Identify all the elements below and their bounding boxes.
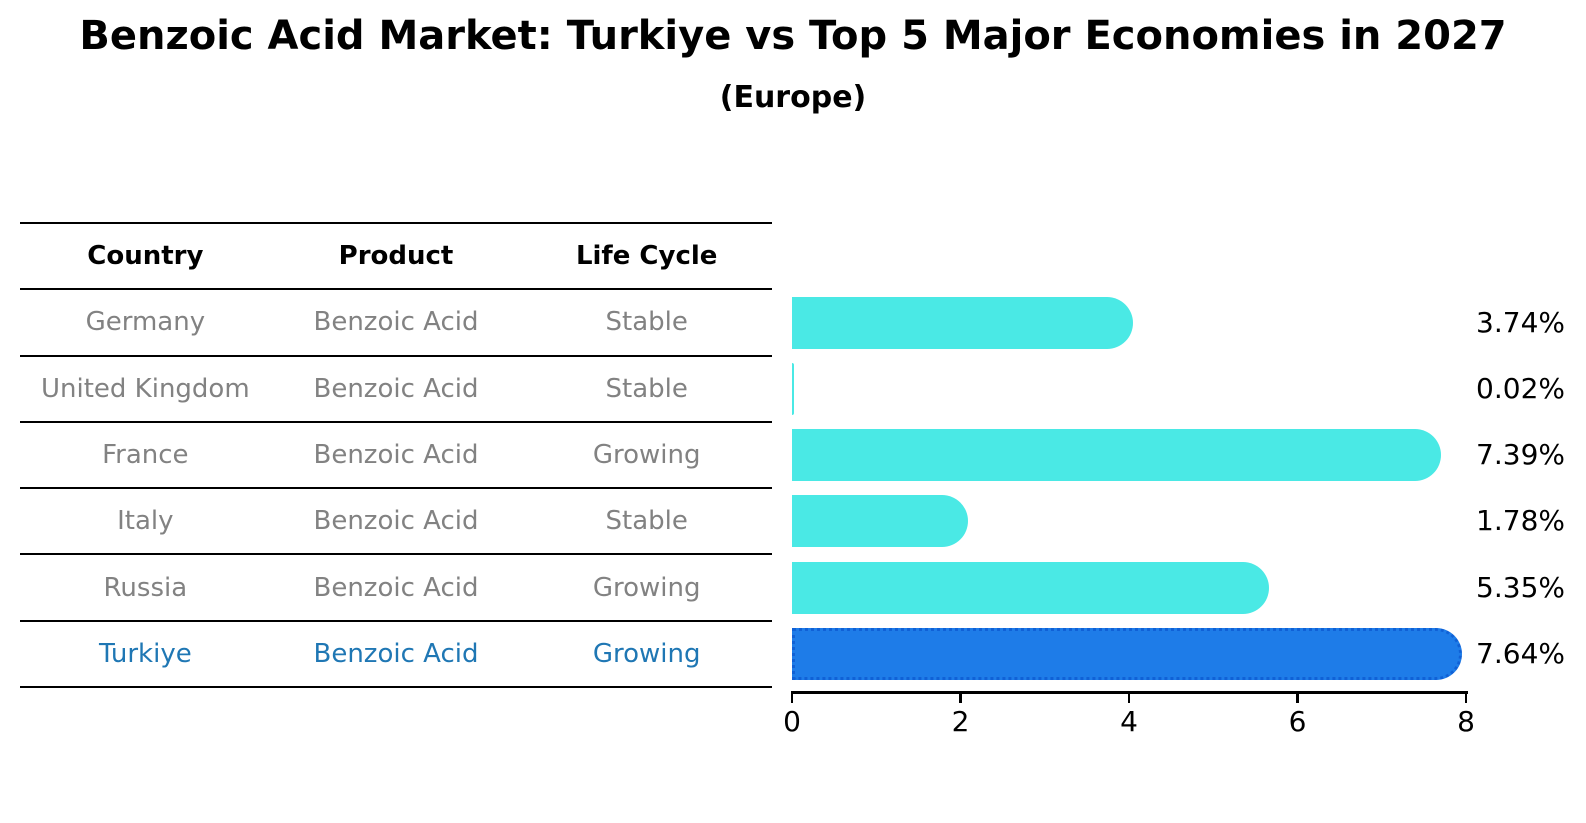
cell-country: Russia xyxy=(103,572,188,603)
cell-product: Benzoic Acid xyxy=(313,506,479,537)
value-label: 0.02% xyxy=(1476,371,1565,405)
cell-product: Benzoic Acid xyxy=(313,373,479,404)
page-title: Benzoic Acid Market: Turkiye vs Top 5 Ma… xyxy=(79,13,1507,59)
table-row: Italy Benzoic Acid Stable xyxy=(20,489,772,556)
cell-product: Benzoic Acid xyxy=(313,307,479,338)
cell-life-cycle: Growing xyxy=(592,440,701,471)
x-tick-mark xyxy=(959,691,962,703)
cell-life-cycle: Stable xyxy=(605,506,688,537)
table-row: Russia Benzoic Acid Growing xyxy=(20,555,772,622)
cell-country: Turkiye xyxy=(98,638,192,669)
x-tick-mark xyxy=(1127,691,1131,703)
cell-life-cycle: Growing xyxy=(592,638,701,669)
x-tick-mark xyxy=(790,691,794,703)
x-tick-label: 0 xyxy=(783,705,801,738)
x-tick-mark xyxy=(1464,691,1468,703)
bar-turkiye xyxy=(792,628,1462,680)
bar-france xyxy=(792,429,1441,482)
col-header-country: Country xyxy=(87,241,204,272)
x-tick-label: 4 xyxy=(1120,705,1138,738)
table-row: United Kingdom Benzoic Acid Stable xyxy=(20,357,772,423)
cell-country: United Kingdom xyxy=(40,373,250,404)
col-header-product: Product xyxy=(338,241,454,272)
x-tick-label: 6 xyxy=(1288,705,1307,738)
cell-product: Benzoic Acid xyxy=(313,638,479,669)
x-tick-label: 8 xyxy=(1457,705,1475,738)
cell-life-cycle: Stable xyxy=(605,373,688,404)
cell-country: Germany xyxy=(85,307,206,338)
value-label: 5.35% xyxy=(1476,570,1565,604)
table-row-turkiye: Turkiye Benzoic Acid Growing xyxy=(20,622,772,689)
cell-product: Benzoic Acid xyxy=(313,572,479,603)
value-label: 3.74% xyxy=(1476,305,1565,339)
x-tick-mark xyxy=(1296,691,1299,703)
value-label: 7.64% xyxy=(1476,637,1565,670)
page-subtitle: (Europe) xyxy=(719,80,867,115)
table-row: Germany Benzoic Acid Stable xyxy=(20,290,772,357)
cell-country: France xyxy=(102,440,189,471)
bar-germany xyxy=(792,296,1134,349)
cell-life-cycle: Stable xyxy=(605,307,688,338)
col-header-life-cycle: Life Cycle xyxy=(575,241,718,272)
value-label: 1.78% xyxy=(1476,504,1565,538)
x-tick-label: 2 xyxy=(951,705,970,738)
bar-united-kingdom xyxy=(792,362,794,415)
bar-russia xyxy=(792,561,1269,614)
value-label: 7.39% xyxy=(1476,438,1565,472)
cell-product: Benzoic Acid xyxy=(313,440,479,471)
country-table: Country Product Life Cycle Germany Benzo… xyxy=(20,222,772,689)
cell-life-cycle: Growing xyxy=(592,572,701,603)
table-header-row: Country Product Life Cycle xyxy=(20,224,772,291)
cell-country: Italy xyxy=(117,506,174,537)
table-row: France Benzoic Acid Growing xyxy=(20,423,772,490)
bar-italy xyxy=(792,495,968,548)
